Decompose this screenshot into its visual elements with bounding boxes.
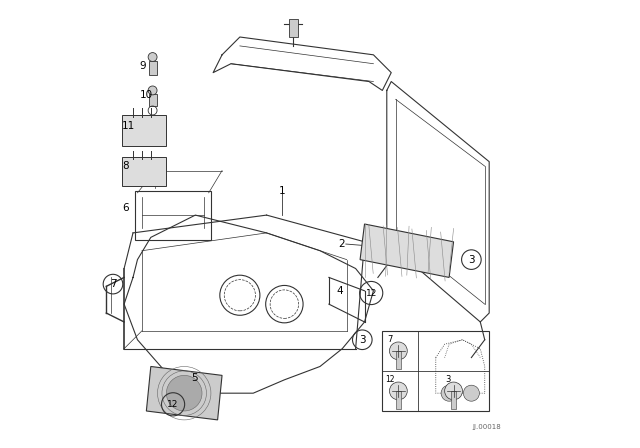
Circle shape (441, 385, 457, 401)
Bar (382, 331, 489, 411)
Text: 10: 10 (140, 90, 153, 100)
Bar (396, 351, 401, 369)
Text: 3: 3 (445, 375, 451, 384)
FancyBboxPatch shape (122, 115, 166, 146)
Circle shape (390, 382, 407, 400)
Text: 7: 7 (388, 335, 393, 344)
Polygon shape (360, 224, 454, 277)
Circle shape (148, 52, 157, 61)
Text: 5: 5 (191, 373, 198, 383)
FancyBboxPatch shape (122, 157, 166, 186)
Bar (289, 19, 298, 37)
Text: 12: 12 (385, 375, 395, 384)
Text: 4: 4 (337, 286, 343, 296)
Text: 12: 12 (365, 289, 377, 297)
Circle shape (390, 342, 407, 360)
Bar (148, 60, 157, 75)
Text: 3: 3 (468, 254, 475, 265)
Text: 12: 12 (168, 400, 179, 409)
Text: 7: 7 (109, 279, 116, 289)
Circle shape (445, 382, 463, 400)
Text: JJ.00018: JJ.00018 (472, 423, 501, 430)
Text: 9: 9 (140, 61, 147, 71)
Text: 1: 1 (279, 185, 285, 196)
Circle shape (463, 385, 479, 401)
Polygon shape (147, 366, 222, 420)
Text: 3: 3 (359, 335, 365, 345)
Text: 11: 11 (122, 121, 135, 131)
Circle shape (148, 86, 157, 95)
Bar (148, 94, 157, 106)
Bar (396, 391, 401, 409)
Text: 6: 6 (122, 203, 129, 213)
Bar (451, 391, 456, 409)
Circle shape (166, 375, 202, 411)
Text: 2: 2 (338, 239, 344, 249)
Text: 8: 8 (122, 161, 129, 171)
